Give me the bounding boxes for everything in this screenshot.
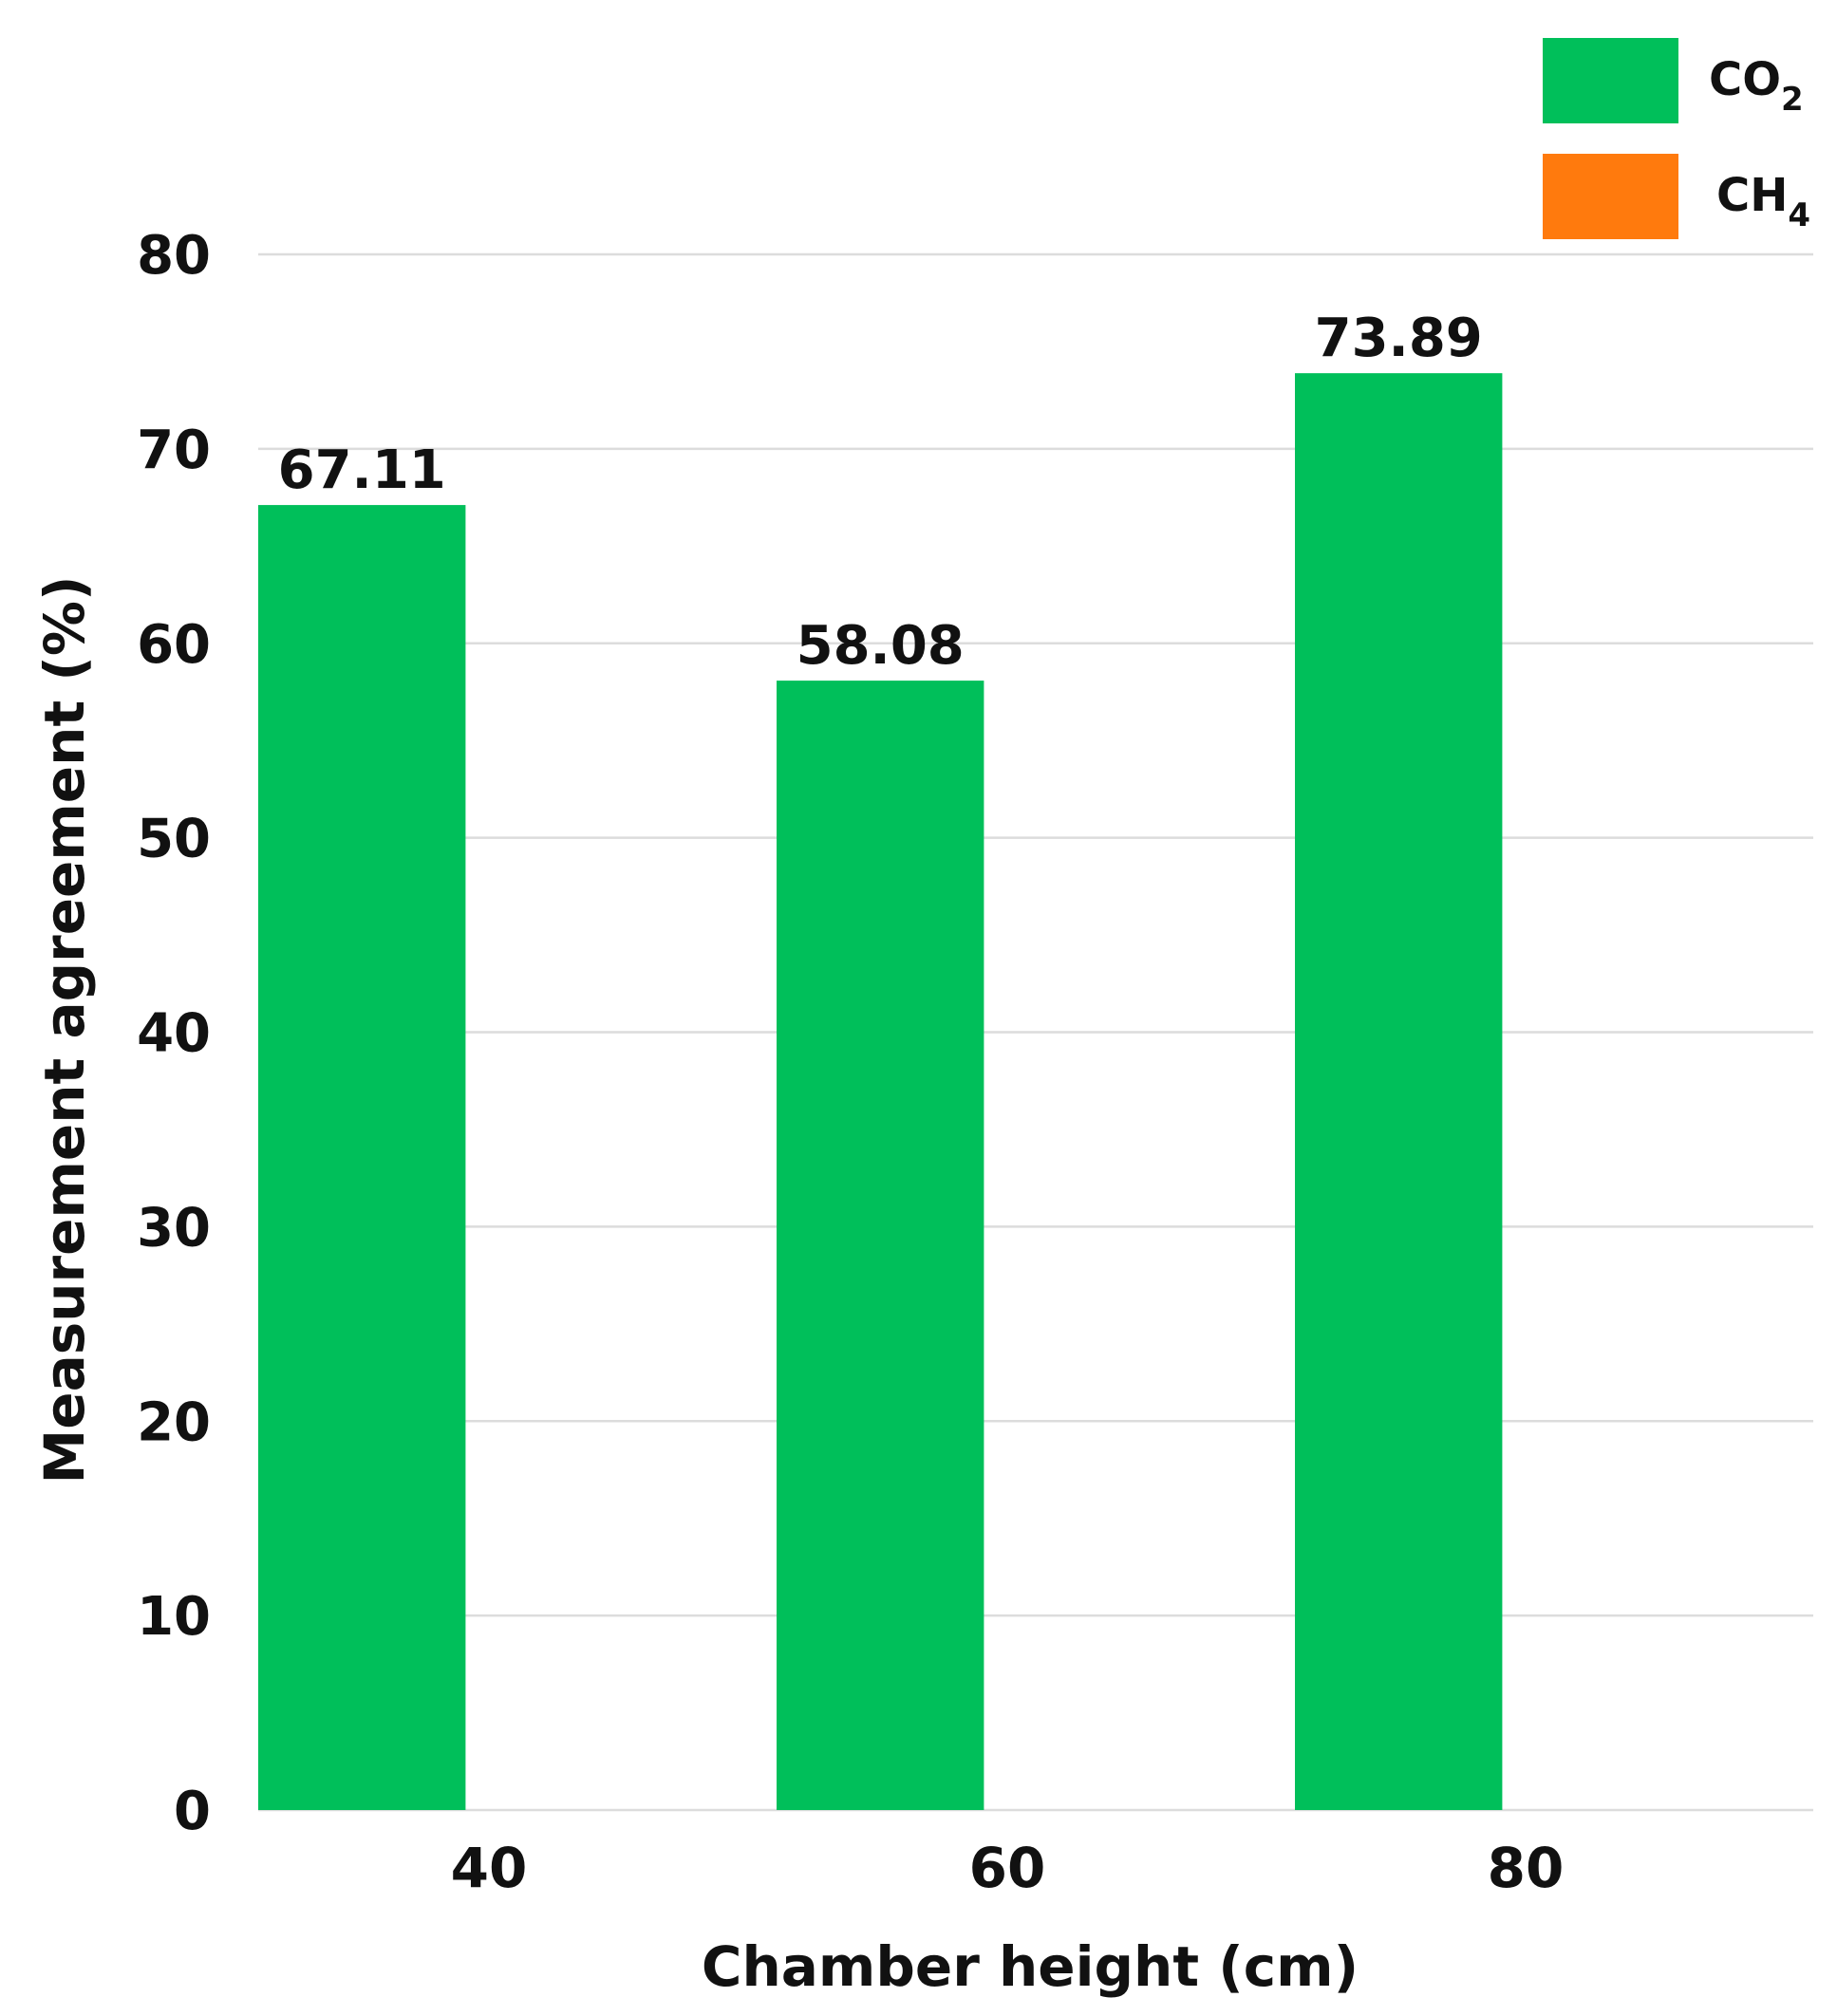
data-label: 58.08 <box>797 615 965 677</box>
legend-label-ch4: CH4 <box>1716 169 1810 234</box>
x-tick-label: 60 <box>969 1836 1046 1900</box>
y-tick-label: 70 <box>137 420 211 481</box>
legend-item-co2: CO2 <box>1543 38 1804 123</box>
y-tick-label: 20 <box>137 1391 211 1453</box>
y-tick-labels: 0 10 20 30 40 50 60 70 80 <box>137 225 211 1842</box>
x-tick-label: 80 <box>1488 1836 1565 1900</box>
y-tick-label: 10 <box>137 1586 211 1648</box>
legend-label-co2: CO2 <box>1709 53 1804 119</box>
x-tick-label: 40 <box>451 1836 528 1900</box>
bar-co2-80 <box>1295 373 1503 1811</box>
y-tick-label: 60 <box>137 614 211 676</box>
legend: CO2 CH4 <box>1543 38 1810 239</box>
y-tick-label: 30 <box>137 1197 211 1259</box>
y-tick-label: 0 <box>174 1781 211 1842</box>
x-axis-title: Chamber height (cm) <box>702 1934 1359 1999</box>
legend-swatch-co2 <box>1543 38 1678 123</box>
bar-co2-40 <box>258 505 466 1810</box>
data-label: 73.89 <box>1315 308 1483 369</box>
data-label: 67.11 <box>278 439 446 501</box>
legend-swatch-ch4 <box>1543 154 1678 239</box>
bar-layer <box>258 373 1503 1811</box>
grid-layer <box>258 252 1813 1812</box>
y-tick-label: 80 <box>137 225 211 287</box>
y-axis-title: Measurement agreement (%) <box>32 576 97 1484</box>
x-tick-labels: 40 60 80 <box>451 1836 1565 1900</box>
legend-item-ch4: CH4 <box>1543 154 1810 239</box>
y-tick-label: 40 <box>137 1003 211 1065</box>
y-tick-label: 50 <box>137 809 211 870</box>
bar-co2-60 <box>777 681 984 1811</box>
label-layer: 67.11 58.08 73.89 <box>278 308 1483 677</box>
